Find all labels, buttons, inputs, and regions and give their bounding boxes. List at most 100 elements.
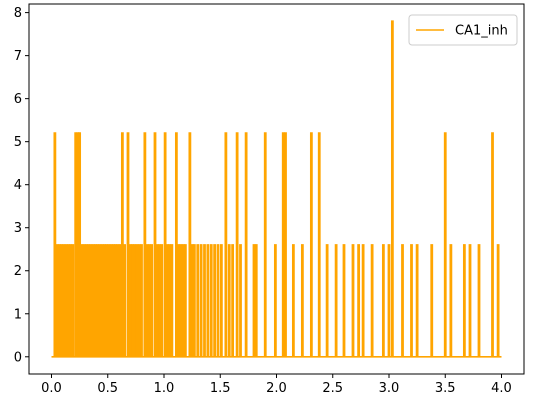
data-spike xyxy=(273,244,277,357)
data-spike xyxy=(118,244,122,357)
y-tick-label: 1 xyxy=(14,307,22,322)
data-spike xyxy=(462,244,466,357)
data-spike xyxy=(57,244,61,357)
data-spike xyxy=(71,244,75,357)
data-spike xyxy=(410,244,413,357)
data-spike xyxy=(491,132,494,357)
data-spike xyxy=(174,132,178,357)
data-spike xyxy=(160,244,164,357)
data-spike xyxy=(168,244,172,357)
x-tick-label: 0.5 xyxy=(97,381,118,396)
data-spike xyxy=(231,244,235,357)
y-axis-ticks: 0 1 2 3 4 5 6 7 8 xyxy=(14,6,29,365)
data-spike xyxy=(143,132,147,357)
data-spike xyxy=(126,132,130,357)
data-spike xyxy=(100,244,104,357)
data-spike xyxy=(309,132,313,357)
data-spike xyxy=(387,244,391,357)
data-spike xyxy=(179,244,183,357)
y-tick-label: 7 xyxy=(14,49,22,64)
y-tick-label: 8 xyxy=(14,6,22,21)
data-spike xyxy=(145,244,149,357)
data-spike xyxy=(263,132,267,357)
data-spike xyxy=(370,244,374,357)
data-spike xyxy=(153,132,157,357)
data-spike xyxy=(203,244,206,357)
data-spike xyxy=(147,244,151,357)
data-spike xyxy=(291,244,295,357)
y-tick-label: 6 xyxy=(14,92,22,107)
data-spike xyxy=(254,244,258,357)
data-spike xyxy=(219,244,223,357)
data-spike xyxy=(137,244,141,357)
data-spike xyxy=(53,132,57,357)
data-spike xyxy=(163,132,167,357)
data-spike xyxy=(224,132,228,357)
data-spike xyxy=(91,244,95,357)
data-spike xyxy=(107,244,111,357)
data-spike xyxy=(69,244,73,357)
data-spike xyxy=(140,244,143,357)
data-spike xyxy=(430,244,434,357)
data-spike xyxy=(114,244,118,357)
y-tick-label: 5 xyxy=(14,135,22,150)
data-spike xyxy=(135,244,139,357)
data-spike xyxy=(468,244,472,357)
y-tick-label: 4 xyxy=(14,178,22,193)
data-spike xyxy=(209,244,213,357)
data-spike xyxy=(93,244,97,357)
data-spike xyxy=(96,244,100,357)
data-spike xyxy=(252,244,256,357)
y-tick-label: 2 xyxy=(14,264,22,279)
x-tick-label: 4.0 xyxy=(491,381,512,396)
data-spike xyxy=(235,132,239,357)
data-spike xyxy=(98,244,102,357)
data-spike xyxy=(60,244,64,357)
data-spike xyxy=(109,244,113,357)
data-spike xyxy=(216,244,220,357)
data-spike xyxy=(351,244,355,357)
legend: CA1_inh xyxy=(408,14,518,46)
x-tick-label: 1.5 xyxy=(210,381,231,396)
data-spike xyxy=(390,20,394,357)
data-spike xyxy=(55,244,59,357)
data-spike xyxy=(102,244,106,357)
x-tick-label: 3.0 xyxy=(379,381,400,396)
data-spike xyxy=(181,244,185,357)
data-spike xyxy=(170,244,174,357)
legend-label-ca1-inh: CA1_inh xyxy=(455,24,508,39)
x-tick-label: 1.0 xyxy=(154,381,175,396)
data-spike xyxy=(496,244,500,357)
data-spike xyxy=(128,244,132,357)
data-spike xyxy=(443,132,447,357)
data-spike xyxy=(116,244,120,357)
data-spike xyxy=(206,244,210,357)
data-spike xyxy=(281,132,285,357)
y-tick-label: 3 xyxy=(14,221,22,236)
data-spike xyxy=(177,244,181,357)
data-spike xyxy=(123,244,127,357)
data-spike xyxy=(239,244,242,357)
data-spike xyxy=(64,244,68,357)
legend-box xyxy=(408,14,518,46)
data-spike xyxy=(357,244,361,357)
data-spike xyxy=(477,244,481,357)
x-tick-label: 2.0 xyxy=(266,381,287,396)
data-spike xyxy=(87,244,91,357)
data-spike xyxy=(120,132,124,357)
data-spike xyxy=(342,244,346,357)
data-spike xyxy=(325,244,329,357)
data-spike xyxy=(74,132,78,357)
data-spike xyxy=(62,244,66,357)
data-spike xyxy=(381,244,385,357)
y-tick-label: 0 xyxy=(14,350,22,365)
data-spike xyxy=(227,244,231,357)
data-spike xyxy=(66,244,70,357)
series-ca1-inh xyxy=(51,20,502,358)
data-spike xyxy=(334,244,338,357)
x-tick-label: 3.5 xyxy=(435,381,456,396)
data-spike xyxy=(317,132,321,357)
data-spike xyxy=(199,244,203,357)
data-spike xyxy=(284,132,287,357)
